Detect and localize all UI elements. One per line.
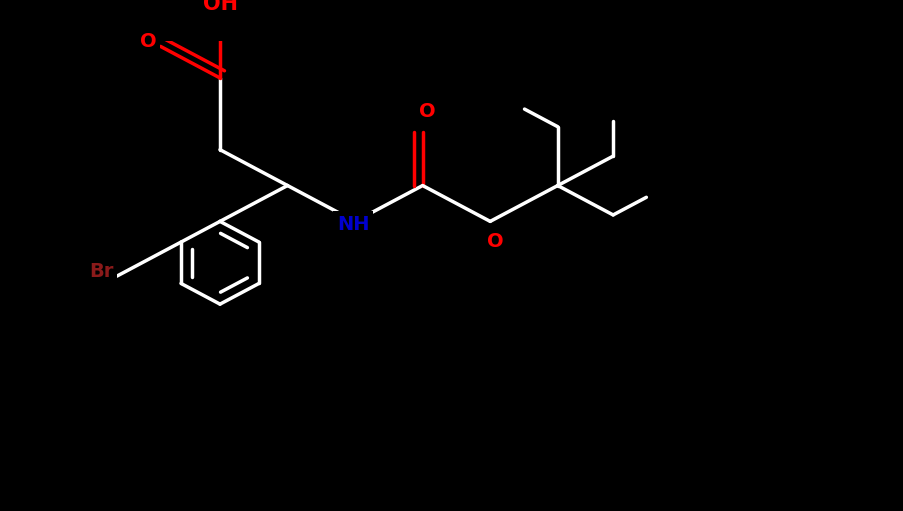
- Text: O: O: [419, 102, 435, 121]
- Text: Br: Br: [88, 262, 113, 281]
- Text: O: O: [140, 32, 157, 51]
- Text: O: O: [487, 232, 503, 251]
- Text: NH: NH: [337, 215, 369, 234]
- Text: OH: OH: [202, 0, 237, 14]
